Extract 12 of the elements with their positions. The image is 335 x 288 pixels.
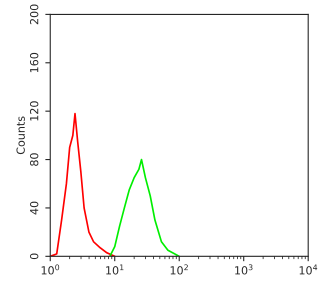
y-tick-label: 0	[30, 254, 38, 260]
y-tick-label: 80	[30, 153, 38, 166]
x-tick-label: 10$^{3}$	[235, 264, 253, 275]
y-tick-label: 200	[30, 4, 38, 24]
x-tick-label: 10$^{1}$	[106, 264, 124, 275]
y-tick-label: 160	[30, 52, 38, 72]
x-tick-label: 10$^{4}$	[300, 264, 318, 275]
y-axis-title: Counts	[16, 116, 25, 154]
y-tick-label: 40	[30, 202, 38, 214]
x-tick-label: 10$^{2}$	[170, 264, 188, 275]
y-tick-label: 120	[30, 101, 38, 121]
x-tick-label: 10$^{0}$	[42, 264, 60, 275]
